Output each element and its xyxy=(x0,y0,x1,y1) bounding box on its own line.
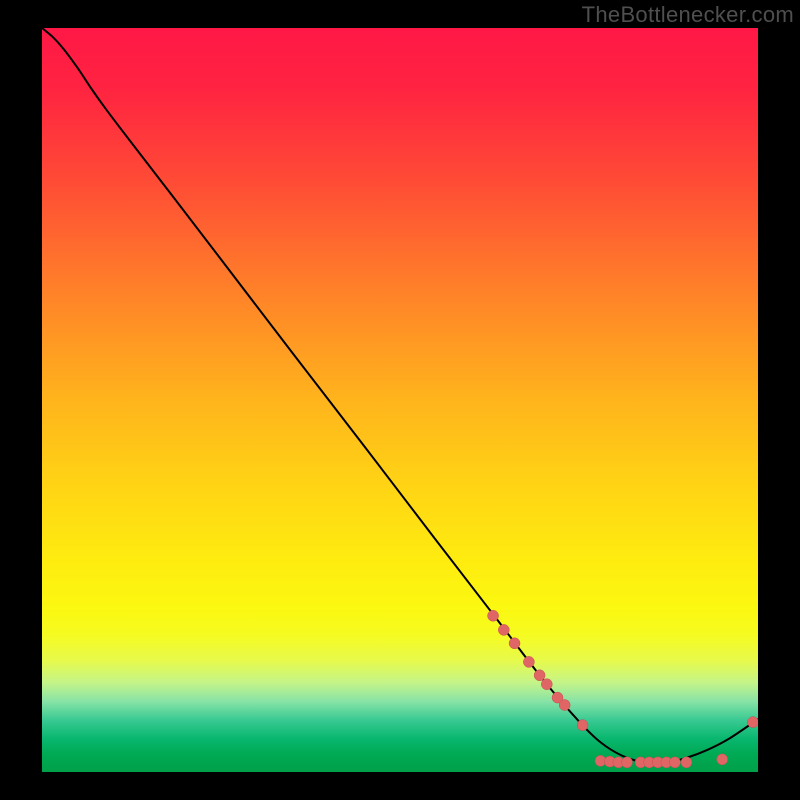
data-point xyxy=(681,757,692,768)
plot-background xyxy=(42,28,758,772)
data-point xyxy=(559,700,570,711)
data-point xyxy=(577,720,588,731)
chart-frame: TheBottlenecker.com xyxy=(0,0,800,800)
bottleneck-chart xyxy=(42,28,758,772)
data-point xyxy=(509,638,520,649)
data-point xyxy=(621,757,632,768)
data-point xyxy=(747,717,758,728)
watermark-text: TheBottlenecker.com xyxy=(582,2,794,28)
data-point xyxy=(523,656,534,667)
data-point xyxy=(717,754,728,765)
data-point xyxy=(498,624,509,635)
data-point xyxy=(488,610,499,621)
data-point xyxy=(669,757,680,768)
data-point xyxy=(541,679,552,690)
data-point xyxy=(534,670,545,681)
